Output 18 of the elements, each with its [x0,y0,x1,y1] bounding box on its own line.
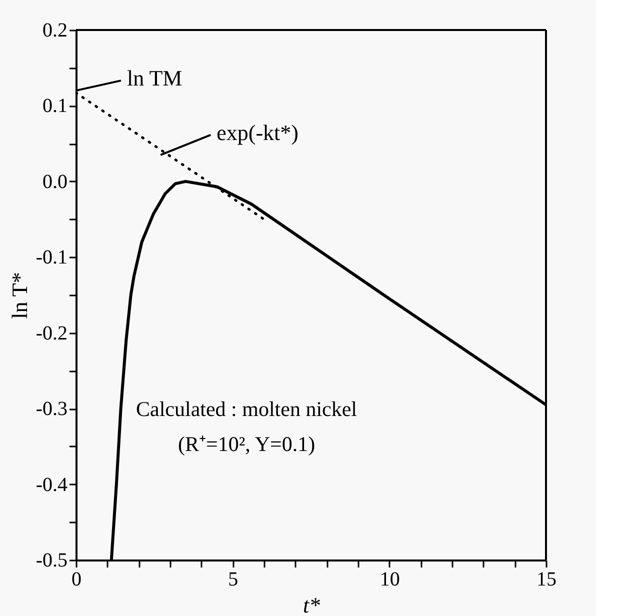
annotation: ln TM [127,66,182,91]
y-tick-label: -0.5 [36,550,68,572]
y-tick-label: -0.2 [36,322,68,344]
x-axis-title: t* [302,592,320,616]
y-tick-label: 0.2 [42,20,68,42]
y-tick-label: -0.1 [36,246,68,269]
y-axis-title: ln T* [6,272,32,319]
annotation: (R⁺=10², Y=0.1) [178,432,316,456]
annotation: exp(-kt*) [216,120,298,145]
y-tick-label: -0.4 [36,474,68,496]
x-tick-label: 10 [380,568,400,590]
x-tick-label: 15 [536,568,556,590]
y-tick-label: -0.3 [36,398,68,420]
y-tick-label: 0.0 [42,170,68,193]
annotation: Calculated : molten nickel [136,397,358,421]
x-tick-label: 5 [228,568,238,590]
x-tick-label: 0 [72,568,82,590]
y-tick-label: 0.1 [42,95,68,118]
